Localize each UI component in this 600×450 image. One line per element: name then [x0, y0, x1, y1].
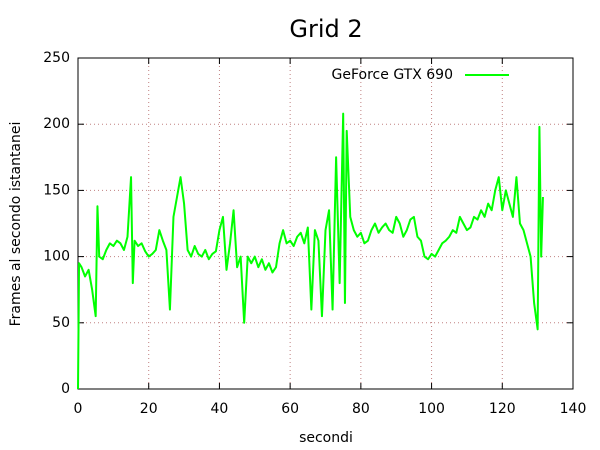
x-tick-label: 80 [352, 401, 370, 417]
legend-label: GeForce GTX 690 [332, 67, 453, 83]
x-tick-label: 140 [560, 401, 587, 417]
y-tick-label: 50 [52, 315, 70, 331]
x-tick-label: 60 [281, 401, 299, 417]
x-axis-label: secondi [299, 430, 353, 446]
x-tick-label: 100 [418, 401, 445, 417]
x-tick-label: 40 [211, 401, 229, 417]
data-line [77, 112, 544, 390]
y-tick-label: 250 [43, 50, 70, 66]
x-tick-label: 0 [74, 401, 83, 417]
chart-title: Grid 2 [289, 15, 362, 43]
x-tick-label: 120 [489, 401, 516, 417]
y-tick-label: 0 [61, 381, 70, 397]
plot-frame [77, 57, 574, 390]
y-tick-label: 150 [43, 182, 70, 198]
y-axis-label: Frames al secondo istantanei [8, 122, 24, 327]
y-tick-label: 100 [43, 249, 70, 265]
x-tick-label: 20 [140, 401, 158, 417]
y-tick-label: 200 [43, 116, 70, 132]
